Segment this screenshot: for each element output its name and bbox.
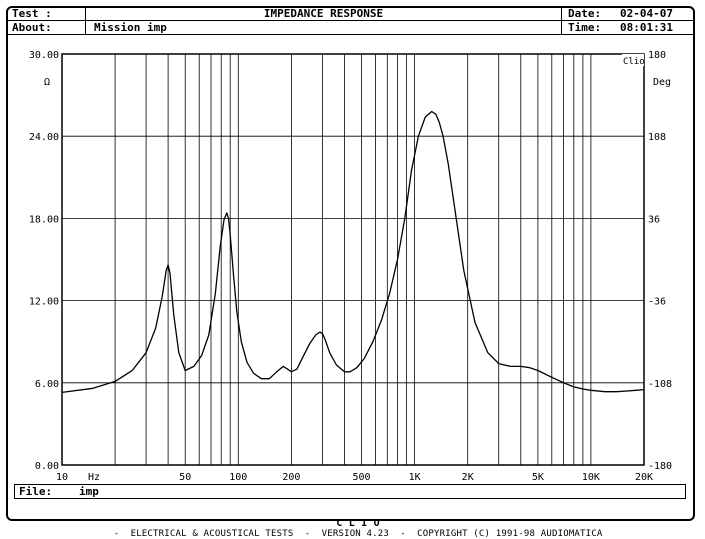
x-tick-label: 10 — [56, 472, 68, 483]
y-tick-label-right: 180 — [648, 50, 666, 61]
x-tick-label: 1K — [409, 472, 421, 483]
date-label: Date: — [568, 7, 602, 20]
footer: C L I O - ELECTRICAL & ACOUSTICAL TESTS … — [0, 508, 705, 539]
x-tick-label: 10K — [582, 472, 600, 483]
header-divider — [8, 20, 693, 21]
y-tick-label-left: 18.00 — [29, 214, 59, 225]
y-axis-right-label: Deg — [653, 77, 671, 88]
header-left-divider — [85, 8, 86, 34]
y-tick-label-right: -180 — [648, 461, 672, 472]
y-tick-label-left: 12.00 — [29, 297, 59, 308]
x-tick-label: 2K — [462, 472, 474, 483]
header-right-divider — [561, 8, 562, 34]
x-tick-label: 5K — [532, 472, 544, 483]
y-tick-label-left: 24.00 — [29, 132, 59, 143]
clio-window: Test : IMPEDANCE RESPONSE About: Mission… — [6, 6, 695, 521]
footer-brand: C L I O — [336, 518, 380, 529]
y-tick-label-right: 108 — [648, 132, 666, 143]
y-axis-left-label: Ω — [44, 77, 50, 88]
chart-title: IMPEDANCE RESPONSE — [263, 7, 384, 20]
y-tick-label-left: 6.00 — [35, 379, 59, 390]
y-tick-label-left: 0.00 — [35, 461, 59, 472]
x-tick-label: 50 — [179, 472, 191, 483]
clio-logo-box — [622, 54, 644, 66]
x-tick-label: 20K — [635, 472, 653, 483]
clio-logo: Clio — [623, 57, 645, 67]
footer-text: - ELECTRICAL & ACOUSTICAL TESTS - VERSIO… — [113, 529, 603, 539]
file-value: imp — [79, 485, 99, 498]
y-tick-label-right: 36 — [648, 214, 660, 225]
y-tick-label-right: -108 — [648, 379, 672, 390]
test-label: Test : — [12, 7, 52, 20]
date-value: 02-04-07 — [620, 7, 673, 20]
plot-area — [61, 53, 645, 466]
impedance-curve — [61, 110, 645, 394]
file-bar: File: imp — [14, 484, 686, 499]
y-tick-label-right: -36 — [648, 297, 666, 308]
x-tick-label: 500 — [352, 472, 370, 483]
x-axis-label: Hz — [88, 472, 100, 483]
about-label: About: — [12, 21, 52, 34]
time-label: Time: — [568, 21, 602, 34]
time-value: 08:01:31 — [620, 21, 673, 34]
header-bottom-divider — [8, 34, 693, 35]
x-tick-label: 200 — [282, 472, 300, 483]
file-label: File: — [19, 485, 53, 498]
x-tick-label: 100 — [229, 472, 247, 483]
about-value: Mission imp — [94, 21, 167, 34]
y-tick-label-left: 30.00 — [29, 50, 59, 61]
